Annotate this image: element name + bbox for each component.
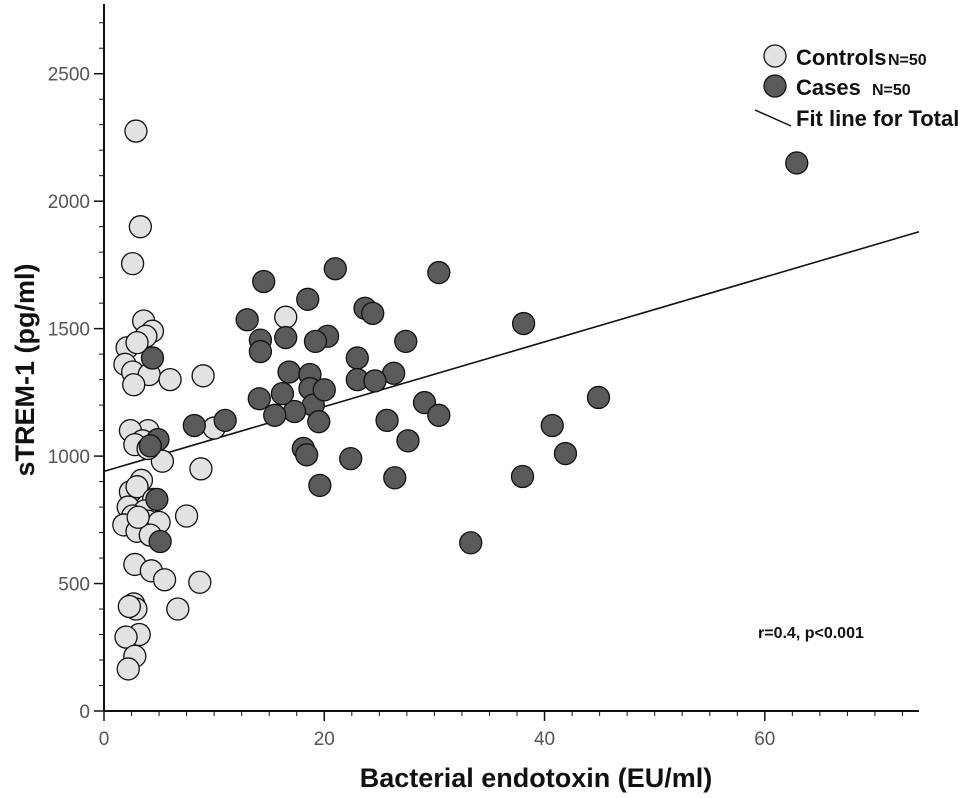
cases-point [383,466,407,490]
controls-point [125,475,149,499]
legend-cases-label: Cases [796,75,861,100]
cases-point [145,487,169,512]
controls-point [114,625,138,649]
y-axis-title: sTREM-1 (pg/ml) [10,264,40,477]
cases-point [785,151,809,175]
cases-point [263,403,287,427]
controls-point [174,504,199,528]
cases-point [375,408,399,433]
major-ticks: 0 20 40 60 0 500 1000 1500 2000 2500 [48,65,776,750]
y-tick-label: 1000 [48,447,90,468]
legend-fit-line-label: Fit line for Total [796,106,959,131]
cases-point [213,408,237,433]
controls-point [274,305,298,329]
controls-point [128,215,152,239]
controls-point [120,251,145,276]
controls-point [188,570,212,594]
x-axis-title: Bacterial endotoxin (EU/ml) [360,763,713,793]
fit-line-group [103,231,920,473]
cases-point [303,329,328,354]
cases-point [427,403,451,427]
y-tick-label: 1500 [48,320,90,341]
legend: Controls N=50 Cases N=50 Fit line for To… [754,44,959,131]
legend-cases-n: N=50 [872,82,911,99]
controls-point [158,367,182,392]
cases-point [339,446,363,471]
controls-point [116,657,140,681]
cases-point [252,269,276,294]
cases-point [148,529,172,554]
cases-point [312,378,336,402]
x-tick-label: 60 [754,729,775,750]
y-tick-label: 0 [79,702,90,723]
cases-point [345,346,369,370]
cases-point [323,257,347,281]
controls-point [189,457,213,481]
x-tick-label: 20 [314,729,335,750]
cases-point [540,413,564,438]
x-tick-label: 0 [99,729,110,750]
controls-point [166,597,190,621]
cases-point [247,387,271,411]
legend-controls-marker [763,44,787,68]
cases-point [277,360,301,384]
cases-point [182,413,206,438]
fit-line [103,231,920,473]
cases-point [235,308,259,332]
cases-point [294,443,319,467]
controls-point [125,331,149,355]
cases-point [296,287,320,311]
cases-points [138,151,809,555]
x-tick-label: 40 [534,729,555,750]
cases-point [396,429,420,453]
cases-point [510,464,535,489]
cases-point [363,369,387,393]
legend-controls-n: N=50 [888,52,927,69]
cases-point [553,441,578,466]
legend-controls-label: Controls [796,45,886,70]
cases-point [361,301,385,325]
legend-cases-marker [763,74,787,98]
cases-point [307,410,331,434]
controls-point [191,364,215,388]
cases-point [394,329,418,354]
cases-point [427,260,451,285]
cases-point [274,325,298,350]
cases-point [586,385,611,410]
cases-point [459,531,483,555]
controls-point [122,373,146,397]
axes [103,4,919,712]
correlation-annotation: r=0.4, p<0.001 [758,625,864,642]
cases-point [511,311,536,336]
y-tick-label: 2000 [48,192,90,213]
cases-point [138,434,162,458]
cases-point [140,346,165,370]
controls-point [152,568,177,592]
controls-point [124,119,148,143]
cases-point [270,381,295,406]
y-tick-label: 2500 [48,65,90,86]
minor-ticks [99,22,903,716]
cases-point [248,339,273,364]
controls-point [117,594,141,619]
cases-point [308,473,332,498]
legend-fit-line-marker [754,109,792,127]
controls-point [126,505,150,529]
y-tick-label: 500 [58,575,90,596]
